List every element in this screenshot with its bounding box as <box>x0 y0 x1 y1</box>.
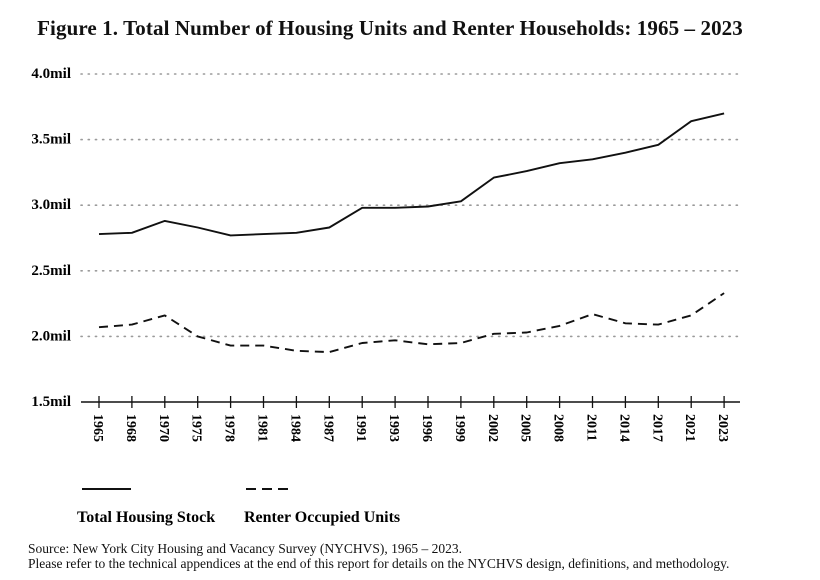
x-tick-label: 2011 <box>584 414 599 441</box>
x-tick-label: 2005 <box>518 414 533 442</box>
x-tick-label: 1978 <box>222 414 237 442</box>
y-tick-label: 2.0mil <box>31 328 71 344</box>
x-tick-label: 1999 <box>452 414 467 442</box>
x-tick-label: 1975 <box>189 414 204 442</box>
source-line: Source: New York City Housing and Vacanc… <box>28 541 462 556</box>
legend-label-total-housing: Total Housing Stock <box>77 509 215 526</box>
x-tick-label: 2008 <box>551 414 566 442</box>
gridlines <box>80 73 739 338</box>
x-tick-label: 2014 <box>616 414 631 442</box>
chart-title: Figure 1. Total Number of Housing Units … <box>37 16 743 40</box>
x-axis: 1965 1968 1970 1975 1978 1981 1984 1987 1991 1993… <box>81 396 740 442</box>
y-tick-label: 1.5mil <box>31 394 71 410</box>
x-tick-label: 2002 <box>485 414 500 442</box>
legend-label-renter-occupied: Renter Occupied Units <box>244 509 400 526</box>
series-lines <box>98 112 725 354</box>
y-tick-label: 4.0mil <box>31 66 71 82</box>
x-tick-label: 1984 <box>287 414 302 442</box>
x-tick-label: 2017 <box>649 414 664 442</box>
source-note: Source: New York City Housing and Vacanc… <box>28 541 729 571</box>
x-tick-label: 1965 <box>90 414 105 442</box>
x-tick-label: 1981 <box>255 414 270 442</box>
y-tick-label: 2.5mil <box>31 263 71 279</box>
x-tick-label: 1987 <box>320 414 335 442</box>
y-tick-label: 3.5mil <box>31 132 71 148</box>
series-line-renter-occupied <box>98 292 725 354</box>
x-tick-label: 2023 <box>715 414 730 442</box>
x-tick-label: 1996 <box>419 414 434 442</box>
x-tick-label: 1993 <box>386 414 401 442</box>
x-tick-label: 2021 <box>682 414 697 442</box>
methodology-note: Please refer to the technical appendices… <box>28 556 730 571</box>
y-tick-label: 3.0mil <box>31 197 71 213</box>
legend: Total Housing Stock Renter Occupied Units <box>77 488 400 526</box>
line-chart: 1.5mil 2.0mil 2.5mil 3.0mil 3.5mil 4.0mil 196… <box>31 66 740 526</box>
x-tick-label: 1991 <box>353 414 368 442</box>
x-tick-label: 1970 <box>156 414 171 442</box>
x-tick-label: 1968 <box>123 414 138 442</box>
y-axis: 1.5mil 2.0mil 2.5mil 3.0mil 3.5mil 4.0mil <box>31 66 71 410</box>
series-line-total-housing <box>98 112 725 237</box>
